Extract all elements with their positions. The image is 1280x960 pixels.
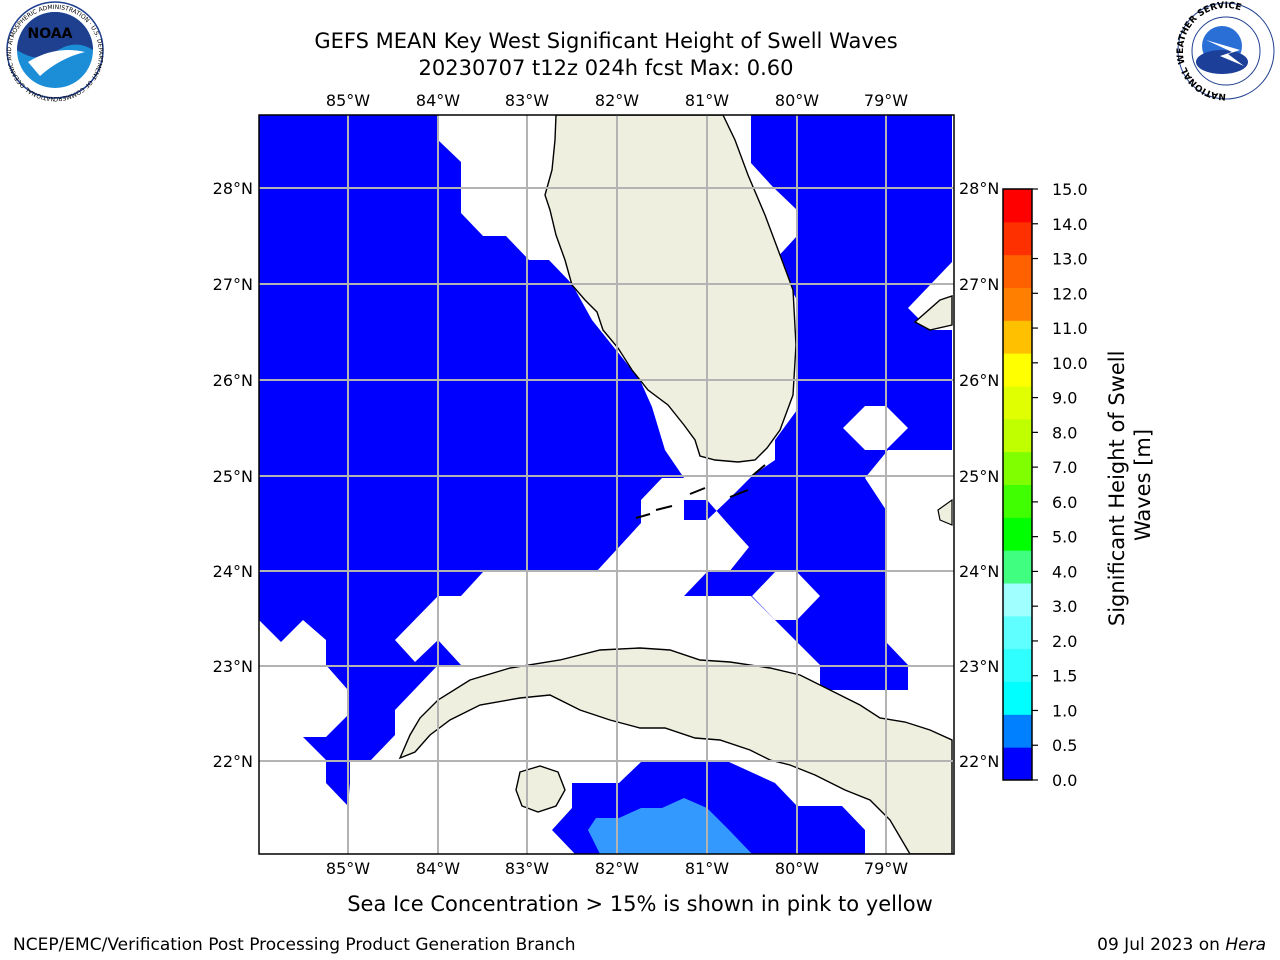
lat-label: 28°N bbox=[213, 179, 253, 198]
colorbar-tick-label: 14.0 bbox=[1052, 215, 1088, 234]
noaa-logo-text: NOAA bbox=[28, 26, 73, 42]
lat-label: 25°N bbox=[959, 467, 999, 486]
lon-label: 84°W bbox=[416, 91, 460, 110]
lon-labels-bottom: 85°W 84°W 83°W 82°W 81°W 80°W 79°W bbox=[326, 859, 908, 878]
colorbar-swatch bbox=[1003, 320, 1032, 354]
land-florida bbox=[544, 115, 797, 463]
map-gridlines bbox=[259, 115, 954, 854]
colorbar-swatch bbox=[1003, 517, 1032, 551]
lat-label: 26°N bbox=[959, 371, 999, 390]
lat-label: 22°N bbox=[959, 752, 999, 771]
map-area bbox=[259, 115, 954, 854]
colorbar-tick-label: 11.0 bbox=[1052, 319, 1088, 338]
lon-label: 84°W bbox=[416, 859, 460, 878]
lon-label: 80°W bbox=[775, 91, 819, 110]
lat-label: 26°N bbox=[213, 371, 253, 390]
lat-label: 24°N bbox=[959, 562, 999, 581]
map-frame bbox=[258, 114, 955, 855]
lon-label: 79°W bbox=[864, 91, 908, 110]
colorbar-swatch bbox=[1003, 287, 1032, 321]
land-bahamas bbox=[913, 295, 953, 331]
lon-label: 83°W bbox=[505, 91, 549, 110]
colorbar-swatch bbox=[1003, 714, 1032, 748]
lon-label: 79°W bbox=[864, 859, 908, 878]
lat-labels-left: 28°N 27°N 26°N 25°N 24°N 23°N 22°N bbox=[213, 179, 253, 771]
colorbar-tick-label: 7.0 bbox=[1052, 458, 1077, 477]
colorbar-tick-label: 2.0 bbox=[1052, 632, 1077, 651]
lat-label: 23°N bbox=[959, 657, 999, 676]
lat-label: 23°N bbox=[213, 657, 253, 676]
colorbar-tick-label: 9.0 bbox=[1052, 389, 1077, 408]
colorbar-swatch bbox=[1003, 681, 1032, 715]
branch-credit: NCEP/EMC/Verification Post Processing Pr… bbox=[13, 935, 576, 955]
run-date-host: Hera bbox=[1225, 935, 1266, 955]
colorbar-swatch bbox=[1003, 615, 1032, 650]
noaa-logo: NATIONAL OCEANIC AND ATMOSPHERIC ADMINIS… bbox=[0, 0, 104, 102]
colorbar-swatch bbox=[1003, 189, 1032, 223]
colorbar-tick-label: 15.0 bbox=[1052, 180, 1088, 199]
colorbar-swatch bbox=[1003, 550, 1032, 584]
colorbar-swatch bbox=[1003, 451, 1032, 485]
colorbar-tick-label: 0.5 bbox=[1052, 736, 1077, 755]
land-cuba bbox=[398, 647, 953, 854]
nws-logo: NATIONAL WEATHER SERVICE bbox=[1176, 1, 1275, 101]
colorbar-swatch bbox=[1003, 484, 1032, 518]
colorbar-swatch bbox=[1003, 221, 1032, 256]
lon-label: 81°W bbox=[685, 859, 729, 878]
lon-labels-top: 85°W 84°W 83°W 82°W 81°W 80°W 79°W bbox=[326, 91, 908, 110]
colorbar-tick-label: 3.0 bbox=[1052, 597, 1077, 616]
colorbar-swatch bbox=[1003, 648, 1032, 682]
colorbar-tick-label: 1.5 bbox=[1052, 667, 1077, 686]
colorbar-frame bbox=[1002, 188, 1033, 781]
lat-labels-right: 28°N 27°N 26°N 25°N 24°N 23°N 22°N bbox=[959, 179, 999, 771]
lon-label: 82°W bbox=[595, 91, 639, 110]
run-date: 09 Jul 2023 on Hera bbox=[1097, 935, 1266, 955]
colorbar-tick-label: 5.0 bbox=[1052, 528, 1077, 547]
lat-label: 28°N bbox=[959, 179, 999, 198]
lat-label: 24°N bbox=[213, 562, 253, 581]
lon-label: 81°W bbox=[685, 91, 729, 110]
swell-field-caribbean-mid bbox=[588, 798, 752, 854]
land-isla-juventud bbox=[515, 765, 566, 813]
colorbar: 0.0 0.5 1.0 1.5 2.0 3.0 4.0 5.0 6.0 7.0 8.0 9.0 10.0… bbox=[1002, 180, 1088, 790]
land-andros bbox=[937, 498, 953, 526]
colorbar-swatch bbox=[1003, 747, 1032, 781]
colorbar-tick-label: 8.0 bbox=[1052, 423, 1077, 442]
colorbar-swatch bbox=[1003, 254, 1032, 288]
colorbar-swatch bbox=[1003, 418, 1032, 453]
colorbar-swatch bbox=[1003, 583, 1032, 617]
lon-label: 85°W bbox=[326, 859, 370, 878]
colorbar-tick-label: 4.0 bbox=[1052, 562, 1077, 581]
chart-subtitle: 20230707 t12z 024h fcst Max: 0.60 bbox=[419, 56, 794, 80]
colorbar-tick-label: 0.0 bbox=[1052, 771, 1077, 790]
lat-label: 25°N bbox=[213, 467, 253, 486]
lon-label: 83°W bbox=[505, 859, 549, 878]
colorbar-swatch bbox=[1003, 386, 1032, 420]
chart-title: GEFS MEAN Key West Significant Height of… bbox=[314, 29, 897, 53]
sea-ice-note: Sea Ice Concentration > 15% is shown in … bbox=[347, 892, 933, 916]
florida-keys bbox=[635, 464, 766, 519]
colorbar-tick-label: 6.0 bbox=[1052, 493, 1077, 512]
colorbar-tick-label: 10.0 bbox=[1052, 354, 1088, 373]
no-data-area-2 bbox=[752, 572, 820, 620]
lon-label: 80°W bbox=[775, 859, 819, 878]
colorbar-label: Significant Height of Swell Waves [m] bbox=[1105, 344, 1155, 626]
lon-label: 85°W bbox=[326, 91, 370, 110]
colorbar-tick-label: 12.0 bbox=[1052, 284, 1088, 303]
swell-field-gulf bbox=[259, 115, 684, 806]
lon-label: 82°W bbox=[595, 859, 639, 878]
lat-label: 27°N bbox=[959, 275, 999, 294]
no-data-area-1 bbox=[843, 406, 908, 450]
colorbar-tick-label: 1.0 bbox=[1052, 701, 1077, 720]
run-date-prefix: 09 Jul 2023 on bbox=[1097, 935, 1225, 955]
colorbar-tick-label: 13.0 bbox=[1052, 250, 1088, 269]
lat-label: 27°N bbox=[213, 275, 253, 294]
colorbar-swatch bbox=[1003, 353, 1032, 387]
lat-label: 22°N bbox=[213, 752, 253, 771]
